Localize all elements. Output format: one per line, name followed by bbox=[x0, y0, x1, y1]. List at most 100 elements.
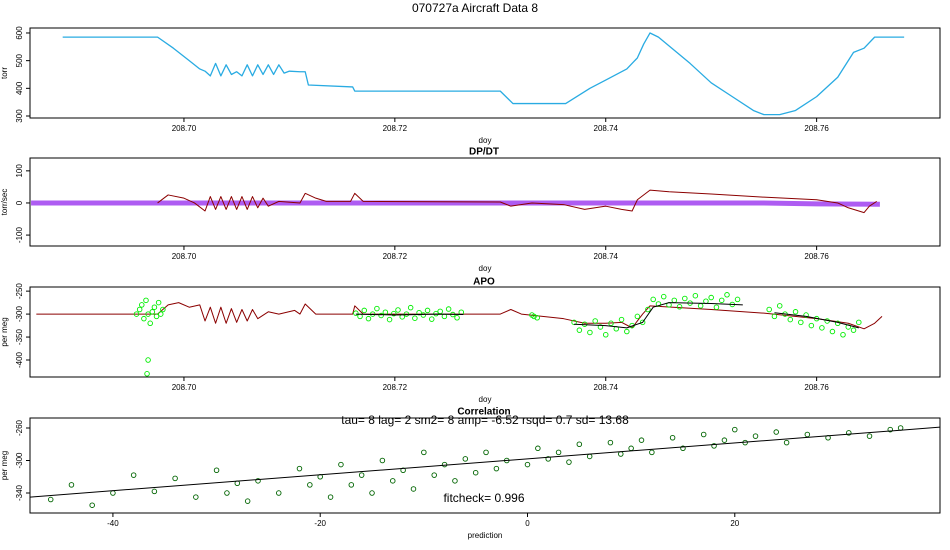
data-point bbox=[348, 482, 355, 488]
y-tick-label: 500 bbox=[15, 53, 24, 67]
data-point bbox=[766, 306, 772, 313]
data-point bbox=[147, 320, 153, 327]
data-point bbox=[628, 445, 634, 452]
data-point bbox=[452, 478, 458, 484]
data-point bbox=[441, 461, 448, 468]
data-point bbox=[130, 472, 137, 478]
x-tick-label: 208.72 bbox=[383, 124, 408, 133]
y-tick-label: 400 bbox=[15, 81, 24, 95]
data-point bbox=[624, 328, 630, 335]
data-point bbox=[143, 297, 149, 304]
x-tick-label: 208.74 bbox=[594, 252, 619, 261]
data-point bbox=[856, 319, 862, 326]
data-point bbox=[431, 472, 437, 478]
data-point bbox=[773, 429, 779, 435]
data-point bbox=[424, 307, 431, 314]
y-axis-label: torr bbox=[0, 67, 9, 79]
data-point bbox=[829, 328, 836, 335]
data-point bbox=[416, 309, 422, 316]
data-point bbox=[428, 316, 435, 322]
y-tick-label: 300 bbox=[15, 109, 24, 123]
x-axis-label: doy bbox=[479, 136, 492, 145]
y-tick-label: -350 bbox=[15, 328, 24, 345]
x-tick-label: 208.74 bbox=[594, 383, 619, 392]
data-point bbox=[587, 329, 593, 336]
data-point bbox=[151, 488, 158, 495]
data-point bbox=[338, 461, 344, 468]
data-point bbox=[545, 456, 551, 462]
data-point bbox=[840, 332, 846, 338]
x-tick-label: 208.76 bbox=[804, 124, 829, 133]
data-point bbox=[172, 475, 178, 482]
data-point bbox=[374, 305, 380, 312]
data-point bbox=[158, 311, 164, 317]
x-tick-label: 0 bbox=[525, 519, 530, 528]
data-point bbox=[669, 434, 676, 441]
data-point bbox=[160, 306, 166, 313]
x-tick-label: 208.72 bbox=[383, 383, 408, 392]
x-tick-label: 20 bbox=[730, 519, 739, 528]
data-point bbox=[145, 357, 151, 363]
data-point bbox=[618, 316, 625, 323]
x-tick-label: 208.70 bbox=[172, 252, 197, 261]
data-line bbox=[29, 426, 941, 498]
data-point bbox=[887, 426, 894, 433]
x-tick-label: 208.70 bbox=[172, 124, 197, 133]
x-tick-label: 208.76 bbox=[804, 252, 829, 261]
y-tick-label: -300 bbox=[15, 306, 24, 323]
data-point bbox=[255, 478, 261, 484]
data-point bbox=[697, 303, 704, 309]
data-line bbox=[355, 302, 859, 329]
data-point bbox=[734, 296, 741, 303]
y-tick-label: 100 bbox=[15, 164, 24, 178]
data-point bbox=[296, 465, 303, 472]
data-point bbox=[638, 437, 645, 443]
x-tick-label: -20 bbox=[314, 519, 326, 528]
y-tick-label: -400 bbox=[15, 351, 24, 368]
data-point bbox=[358, 472, 365, 478]
data-point bbox=[139, 302, 145, 308]
data-point bbox=[391, 310, 397, 317]
data-point bbox=[153, 313, 160, 320]
data-point bbox=[462, 456, 469, 462]
data-point bbox=[708, 294, 714, 301]
data-point bbox=[555, 449, 562, 456]
data-point bbox=[327, 494, 334, 500]
figure-title: 070727a Aircraft Data 8 bbox=[412, 1, 538, 15]
data-point bbox=[718, 297, 725, 304]
data-point bbox=[783, 439, 790, 446]
data-point bbox=[441, 313, 448, 320]
x-tick-label: 208.70 bbox=[172, 383, 197, 392]
data-point bbox=[804, 431, 811, 438]
data-point bbox=[403, 311, 410, 317]
data-line bbox=[62, 32, 905, 116]
data-point bbox=[68, 482, 75, 488]
y-tick-label: -340 bbox=[15, 484, 24, 501]
x-axis-label: prediction bbox=[468, 531, 503, 540]
y-axis-label: per meg bbox=[0, 451, 9, 480]
data-point bbox=[421, 449, 427, 456]
plot-box bbox=[29, 417, 941, 514]
data-point bbox=[676, 303, 683, 310]
data-point bbox=[454, 315, 460, 321]
data-point bbox=[660, 293, 667, 300]
data-point bbox=[420, 312, 427, 318]
x-tick-label: 208.74 bbox=[594, 124, 619, 133]
y-tick-label: 600 bbox=[15, 26, 24, 40]
data-point bbox=[379, 457, 386, 464]
data-point bbox=[472, 469, 479, 476]
data-point bbox=[378, 312, 384, 319]
data-point bbox=[649, 449, 655, 456]
x-axis-label: doy bbox=[479, 264, 492, 273]
data-point bbox=[724, 292, 730, 298]
data-point bbox=[390, 478, 396, 484]
data-point bbox=[787, 316, 794, 323]
y-tick-label: -300 bbox=[15, 452, 24, 469]
data-point bbox=[566, 459, 572, 465]
data-point bbox=[369, 490, 375, 496]
data-point bbox=[524, 461, 531, 468]
y-axis-label: per meg bbox=[0, 317, 9, 346]
data-point bbox=[307, 482, 313, 488]
data-point bbox=[141, 315, 147, 322]
panel-title: DP/DT bbox=[469, 147, 499, 158]
